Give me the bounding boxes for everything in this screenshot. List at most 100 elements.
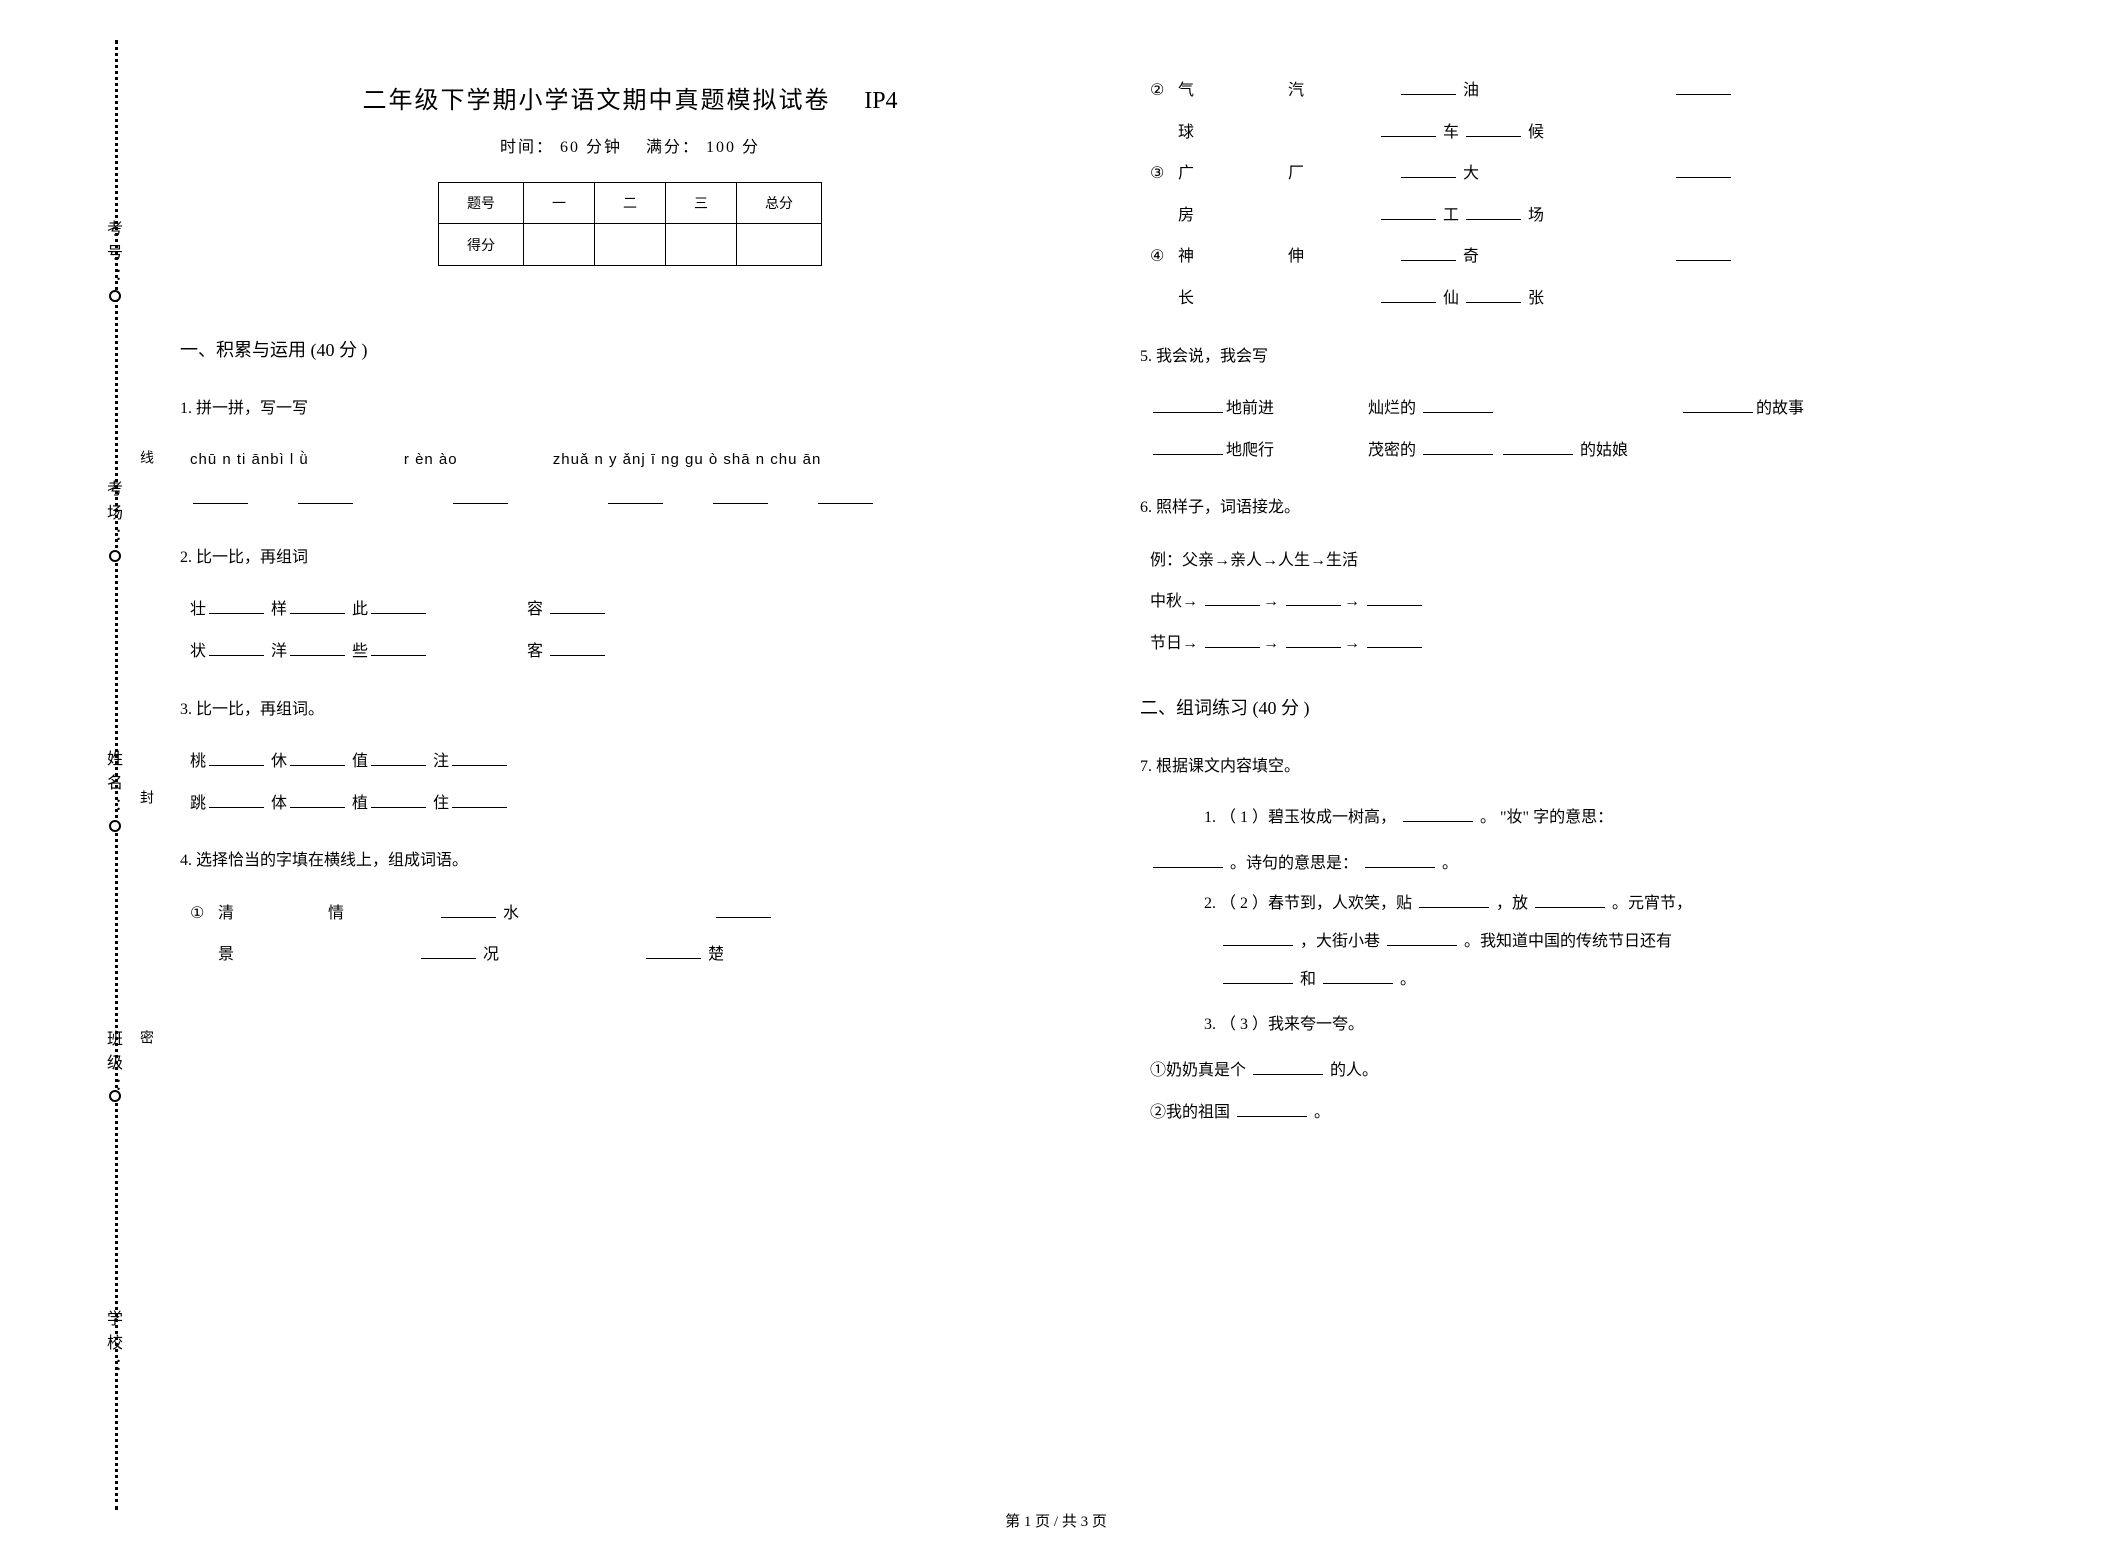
answer-blank[interactable] (1286, 588, 1341, 606)
answer-blank[interactable] (1535, 890, 1605, 908)
answer-blank[interactable] (1423, 395, 1493, 413)
answer-blank[interactable] (1676, 243, 1731, 261)
answer-blank[interactable] (1466, 119, 1521, 137)
answer-blank[interactable] (290, 596, 345, 614)
score-cell[interactable] (595, 224, 666, 266)
answer-blank[interactable] (290, 748, 345, 766)
answer-blank[interactable] (1323, 966, 1393, 984)
answer-blank[interactable] (371, 638, 426, 656)
answer-blank[interactable] (713, 486, 768, 504)
seal-mi: 密 (135, 1030, 155, 1044)
answer-blank[interactable] (453, 486, 508, 504)
answer-blank[interactable] (1205, 588, 1260, 606)
full-value: 100 分 (706, 139, 760, 156)
answer-blank[interactable] (1387, 928, 1457, 946)
answer-blank[interactable] (1403, 804, 1473, 822)
answer-blank[interactable] (1381, 119, 1436, 137)
score-cell[interactable] (737, 224, 822, 266)
q4-line4: 球 车 候 (1140, 112, 2040, 154)
answer-blank[interactable] (290, 638, 345, 656)
answer-blank[interactable] (1381, 202, 1436, 220)
char: 大 (1463, 165, 1479, 182)
answer-blank[interactable] (646, 941, 701, 959)
answer-blank[interactable] (550, 596, 605, 614)
answer-blank[interactable] (1153, 437, 1223, 455)
answer-blank[interactable] (209, 638, 264, 656)
score-cell[interactable] (666, 224, 737, 266)
char: 样 (271, 601, 287, 618)
answer-blank[interactable] (421, 941, 476, 959)
text: 灿烂的 (1368, 400, 1416, 417)
q5-line1: 地前进 灿烂的 的故事 (1140, 388, 2040, 430)
question-5: 5. 我会说，我会写 地前进 灿烂的 的故事 地爬行 茂密的 的姑娘 (1140, 338, 2040, 472)
label-xingming: 姓名： (100, 750, 124, 822)
answer-blank[interactable] (1683, 395, 1753, 413)
answer-blank[interactable] (209, 748, 264, 766)
answer-blank[interactable] (1365, 850, 1435, 868)
answer-blank[interactable] (452, 748, 507, 766)
title-block: 二年级下学期小学语文期中真题模拟试卷 IP4 时间： 60 分钟 满分： 100… (180, 80, 1080, 266)
char: 容 (527, 601, 543, 618)
answer-blank[interactable] (1401, 160, 1456, 178)
answer-blank[interactable] (1466, 285, 1521, 303)
text: ，放 (1496, 895, 1528, 912)
answer-blank[interactable] (1401, 77, 1456, 95)
answer-blank[interactable] (371, 748, 426, 766)
answer-blank[interactable] (550, 638, 605, 656)
q1-title: 1. 拼一拼，写一写 (180, 390, 1080, 428)
char: 些 (352, 643, 368, 660)
answer-blank[interactable] (371, 596, 426, 614)
th-score: 得分 (439, 224, 524, 266)
q5-title: 5. 我会说，我会写 (1140, 338, 2040, 376)
arrow-icon: → (1263, 635, 1279, 652)
th-total: 总分 (737, 183, 822, 224)
answer-blank[interactable] (452, 790, 507, 808)
answer-blank[interactable] (1253, 1057, 1323, 1075)
left-column: 二年级下学期小学语文期中真题模拟试卷 IP4 时间： 60 分钟 满分： 100… (180, 60, 1080, 1460)
char: 伸 (1288, 248, 1304, 265)
text: 。我知道中国的传统节日还有 (1464, 933, 1672, 950)
answer-blank[interactable] (1223, 928, 1293, 946)
answer-blank[interactable] (441, 900, 496, 918)
question-4: 4. 选择恰当的字填在横线上，组成词语。 ① 清 情 水 景 况 楚 (180, 842, 1080, 976)
char: 注 (433, 753, 449, 770)
answer-blank[interactable] (1676, 160, 1731, 178)
answer-blank[interactable] (1286, 630, 1341, 648)
answer-blank[interactable] (1367, 588, 1422, 606)
text: 的姑娘 (1580, 442, 1628, 459)
answer-blank[interactable] (1205, 630, 1260, 648)
answer-blank[interactable] (1419, 890, 1489, 908)
char: 壮 (190, 601, 206, 618)
text: 中秋→ (1150, 593, 1198, 610)
question-2: 2. 比一比，再组词 壮 样 此 容 状 洋 些 客 (180, 539, 1080, 673)
answer-blank[interactable] (298, 486, 353, 504)
section-1: 一、积累与运用 (40 分 ) 1. 拼一拼，写一写 chū n ti ānbì… (180, 336, 1080, 976)
answer-blank[interactable] (209, 790, 264, 808)
answer-blank[interactable] (1423, 437, 1493, 455)
answer-blank[interactable] (1503, 437, 1573, 455)
q3-line1: 桃 休 值 注 (180, 741, 1080, 783)
answer-blank[interactable] (371, 790, 426, 808)
item-num: ① (190, 893, 214, 935)
answer-blank[interactable] (716, 900, 771, 918)
char: 体 (271, 795, 287, 812)
answer-blank[interactable] (1676, 77, 1731, 95)
answer-blank[interactable] (1237, 1099, 1307, 1117)
answer-blank[interactable] (290, 790, 345, 808)
answer-blank[interactable] (608, 486, 663, 504)
answer-blank[interactable] (1401, 243, 1456, 261)
score-cell[interactable] (524, 224, 595, 266)
answer-blank[interactable] (209, 596, 264, 614)
time-line: 时间： 60 分钟 满分： 100 分 (180, 133, 1080, 157)
answer-blank[interactable] (1223, 966, 1293, 984)
full-label: 满分： (646, 139, 700, 156)
text: 。元宵节， (1612, 895, 1692, 912)
answer-blank[interactable] (1381, 285, 1436, 303)
answer-blank[interactable] (1466, 202, 1521, 220)
answer-blank[interactable] (818, 486, 873, 504)
answer-blank[interactable] (1153, 395, 1223, 413)
exam-code: IP4 (864, 88, 897, 115)
answer-blank[interactable] (193, 486, 248, 504)
answer-blank[interactable] (1153, 850, 1223, 868)
answer-blank[interactable] (1367, 630, 1422, 648)
